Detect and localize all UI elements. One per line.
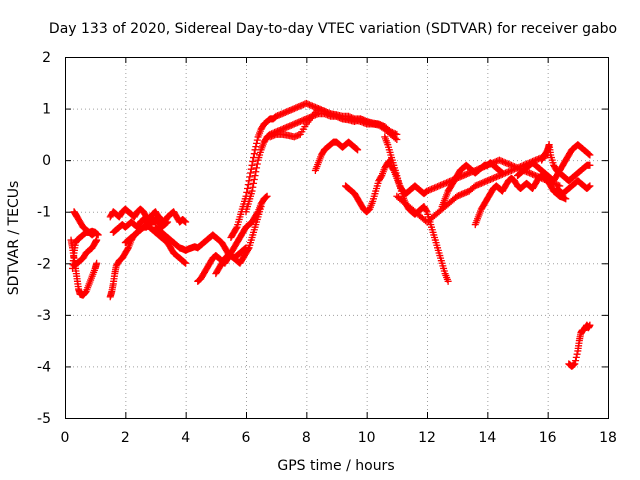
data-point [94,231,102,239]
y-axis-label: SDTVAR / TECUs [6,181,22,296]
data-point [253,136,261,144]
data-point [248,161,256,169]
y-tick-label: -5 [37,411,51,427]
data-point [253,209,261,217]
series-arc-25 [565,321,594,370]
y-tick-label: 2 [42,50,51,66]
data-point [391,134,399,142]
data-point [244,245,252,253]
y-tick-label: 0 [42,153,51,169]
data-point [252,168,260,176]
data-point [377,173,385,181]
data-point [182,218,190,226]
x-tick-label: 8 [302,430,311,446]
x-tick-label: 0 [61,430,70,446]
y-tick-label: -1 [37,205,51,221]
data-point [93,236,101,244]
series-arc-14 [266,105,389,141]
gridlines [65,57,608,418]
data-point [244,185,252,193]
series-arc-16 [342,156,395,216]
data-point [250,175,258,183]
x-tick-label: 18 [599,430,617,446]
data-point [243,188,251,196]
data-point [572,353,580,361]
data-point [586,161,594,169]
plot-frame [65,57,609,419]
data-point [244,181,252,189]
data-point [245,177,253,185]
data-point [249,157,257,165]
data-point [444,277,452,285]
x-tick-label: 12 [418,430,436,446]
x-tick-label: 16 [539,430,557,446]
x-tick-label: 10 [358,430,376,446]
data-point [393,136,401,144]
x-tick-labels: 0 2 4 6 8 10 12 14 16 18 [61,430,617,446]
data-point [124,245,132,253]
x-axis-label: GPS time / hours [277,458,394,474]
series-arc-15 [311,138,362,174]
axis-ticks [65,57,609,419]
data-point [573,350,581,358]
data-point [252,143,260,151]
data-point [251,172,259,180]
data-point [246,173,254,181]
data-point [250,179,258,187]
data-point [250,150,258,158]
y-tick-label: -4 [37,359,51,375]
data-point [498,169,506,177]
series-arc-24 [553,177,594,198]
data-point [381,123,389,131]
chart-title: Day 133 of 2020, Sidereal Day-to-day VTE… [49,21,617,37]
data-point [164,218,172,226]
y-tick-label: -3 [37,308,51,324]
data-point [253,164,261,172]
data-point [562,195,570,203]
data-point [247,169,255,177]
data-marks [67,99,594,370]
data-point [253,160,261,168]
series-arc-23 [538,141,594,185]
data-point [586,151,594,159]
data-point [571,360,579,368]
data-point [247,165,255,173]
data-point [586,321,594,329]
y-tick-label: 1 [42,102,51,118]
data-point [182,259,190,267]
series-arc-11 [212,192,271,278]
data-point [249,183,257,191]
x-tick-label: 2 [121,430,130,446]
data-point [389,165,397,173]
data-point [251,146,259,154]
data-point [248,187,256,195]
data-point [253,139,261,147]
x-tick-label: 14 [478,430,496,446]
data-point [93,259,101,267]
y-tick-labels: -5 -4 -3 -2 -1 0 1 2 [37,50,51,427]
x-tick-label: 4 [181,430,190,446]
data-point [572,357,580,365]
x-tick-label: 6 [242,430,251,446]
data-point [263,192,271,200]
series-arc-20 [438,159,506,211]
y-tick-label: -2 [37,256,51,272]
data-point [586,182,594,190]
data-point [354,146,362,154]
data-point [422,206,430,214]
series-arc-4 [70,236,101,270]
series-arc-3 [70,208,102,239]
data-point [232,224,240,232]
